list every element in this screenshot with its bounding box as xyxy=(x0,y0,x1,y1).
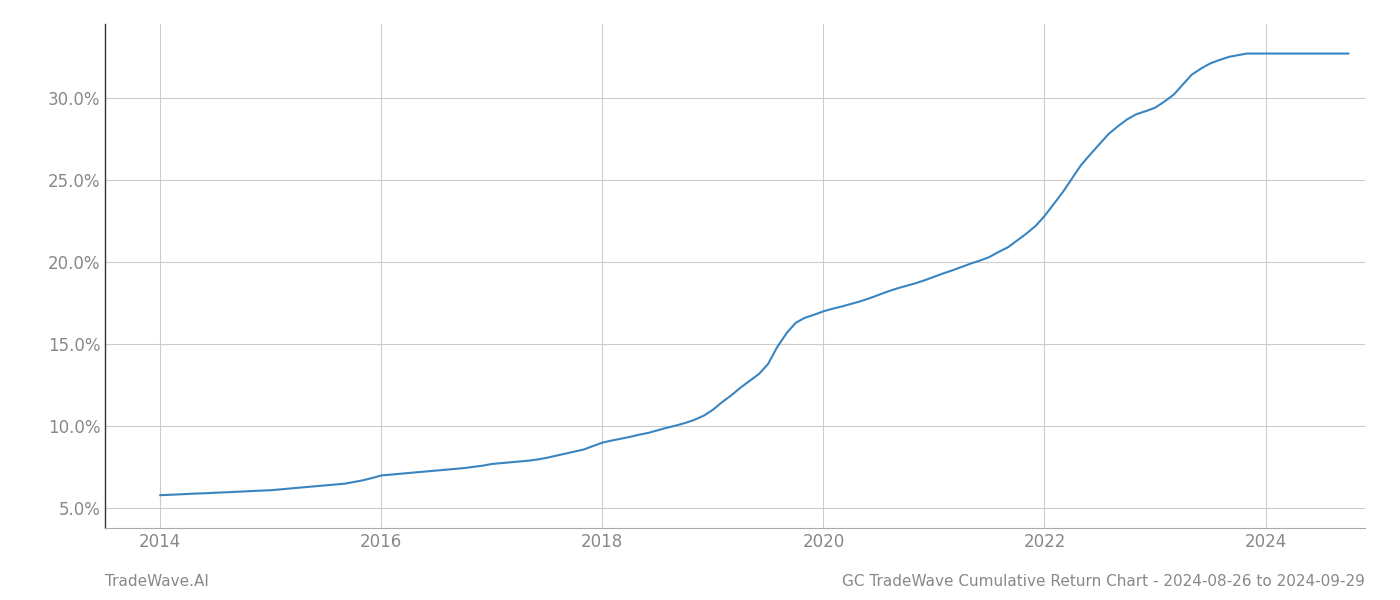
Text: TradeWave.AI: TradeWave.AI xyxy=(105,574,209,589)
Text: GC TradeWave Cumulative Return Chart - 2024-08-26 to 2024-09-29: GC TradeWave Cumulative Return Chart - 2… xyxy=(843,574,1365,589)
